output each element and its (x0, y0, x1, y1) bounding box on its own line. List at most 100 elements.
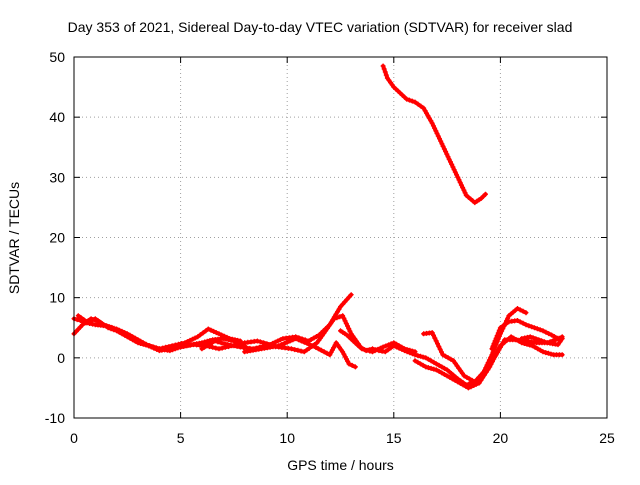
data-point (550, 338, 556, 344)
data-point (425, 356, 431, 362)
data-point (95, 318, 101, 324)
data-point (388, 345, 394, 351)
data-point (406, 97, 412, 103)
data-point (517, 319, 523, 325)
data-point (433, 367, 439, 373)
data-point (418, 353, 423, 359)
data-point (156, 346, 162, 352)
data-point (463, 383, 469, 389)
data-point (476, 380, 482, 386)
data-point (418, 361, 423, 367)
data-point (468, 384, 474, 390)
x-tick-label: 20 (493, 430, 509, 446)
data-point (210, 344, 216, 350)
data-point (101, 322, 107, 328)
series-track-j (489, 318, 563, 352)
data-point (455, 379, 461, 385)
data-point (275, 338, 281, 344)
data-point (81, 317, 87, 323)
data-point (213, 330, 219, 336)
data-point (449, 161, 455, 167)
data-point (412, 358, 418, 364)
data-point (438, 138, 444, 144)
data-point (318, 347, 324, 353)
data-point (290, 337, 296, 343)
data-point (203, 328, 209, 334)
data-point (415, 359, 421, 365)
x-tick-label: 25 (599, 430, 615, 446)
data-point (526, 323, 532, 329)
data-point (467, 376, 472, 382)
data-point (287, 338, 293, 344)
data-point (492, 338, 498, 344)
data-point (493, 335, 499, 341)
data-point (197, 332, 203, 338)
data-point (494, 333, 500, 339)
data-point (208, 327, 214, 333)
data-point (543, 329, 549, 335)
x-tick-label: 15 (386, 430, 402, 446)
data-point (345, 323, 350, 329)
data-point (92, 316, 98, 322)
data-point (530, 335, 536, 341)
data-point (144, 342, 149, 348)
series-track-e (199, 313, 418, 355)
data-point (311, 335, 317, 341)
data-point (301, 339, 307, 345)
data-point (540, 349, 546, 355)
data-point (461, 187, 467, 193)
data-point (452, 360, 458, 366)
data-point (448, 356, 454, 362)
data-point (537, 347, 543, 353)
data-point (340, 313, 346, 319)
data-point (380, 63, 386, 69)
y-tick-label: -10 (45, 410, 65, 426)
data-point (536, 337, 542, 343)
data-point (296, 337, 302, 343)
series-track-k (519, 334, 565, 346)
data-point (489, 346, 495, 352)
data-point (407, 350, 413, 356)
data-point (219, 332, 225, 338)
series-upper-track (380, 63, 488, 206)
data-point (534, 326, 540, 332)
data-point (410, 351, 415, 357)
data-point (87, 318, 93, 324)
data-point (216, 346, 222, 352)
x-tick-label: 5 (177, 430, 185, 446)
data-point (445, 154, 451, 160)
data-point (386, 342, 391, 348)
data-point (460, 185, 466, 191)
data-point (452, 169, 458, 175)
data-point (298, 338, 304, 344)
data-point (141, 341, 147, 347)
data-point (150, 344, 156, 350)
series-track-f (242, 336, 358, 370)
data-point (131, 337, 137, 343)
data-point (428, 365, 434, 371)
data-point (304, 347, 310, 353)
data-point (383, 72, 389, 78)
data-point (316, 346, 321, 352)
x-tick-label: 10 (279, 430, 295, 446)
data-point (218, 340, 224, 346)
data-point (423, 355, 429, 361)
plot-frame (73, 56, 608, 419)
data-point (535, 346, 541, 352)
data-point (503, 321, 509, 327)
data-point (169, 343, 175, 349)
data-point (540, 328, 546, 334)
data-point (546, 331, 552, 337)
data-point (221, 333, 227, 339)
data-point (443, 149, 449, 154)
data-point (428, 358, 434, 364)
data-point (544, 340, 550, 346)
data-point (107, 324, 112, 330)
data-point (147, 343, 153, 349)
data-point (402, 348, 407, 354)
data-point (433, 338, 439, 344)
data-point (532, 325, 537, 331)
data-point (523, 310, 529, 316)
data-point (496, 327, 502, 333)
